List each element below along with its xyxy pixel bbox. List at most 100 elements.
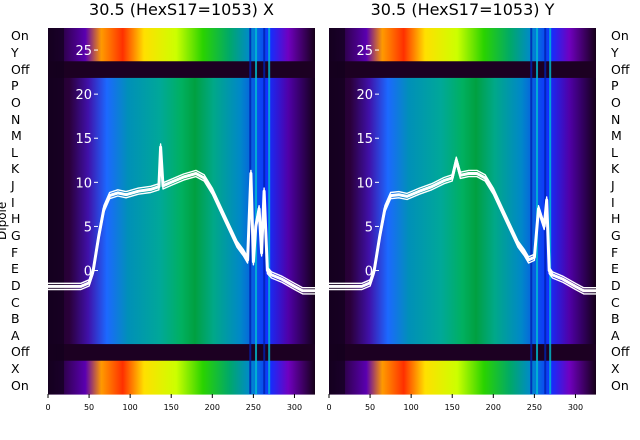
row-label: H (611, 211, 621, 227)
heatmap-row-x (48, 360, 315, 378)
heatmap-row-o (329, 94, 596, 112)
x-tick-label: 100 (404, 403, 419, 412)
heatmap-edge-band (337, 28, 346, 394)
row-label: L (611, 144, 618, 160)
heatmap-row-g (329, 227, 596, 245)
row-label: Off (611, 344, 630, 360)
x-tick-label: 300 (568, 403, 583, 412)
heatmap-row-e (48, 260, 315, 279)
heatmap-column-artifact (268, 28, 271, 394)
row-label: L (11, 144, 18, 160)
heatmap-edge-band (56, 28, 65, 394)
panel-title-x: 30.5 (HexS17=1053) X (89, 0, 274, 19)
x-tick-label: 250 (527, 403, 542, 412)
row-label: K (11, 161, 20, 177)
heatmap-row-n (329, 111, 596, 129)
x-tick-label: 150 (445, 403, 460, 412)
heatmap-row-l (48, 144, 315, 162)
overlay-line (48, 143, 315, 289)
heatmap-column-artifact (549, 28, 552, 394)
x-tick-label: 50 (365, 403, 375, 412)
heatmap-row-k (329, 161, 596, 179)
row-label: On (11, 377, 29, 393)
heatmap-row-y (48, 44, 315, 62)
y-tick-label: 5 (365, 220, 373, 235)
row-label: M (611, 128, 622, 144)
row-label: B (11, 311, 20, 327)
x-tick-label: 150 (164, 403, 179, 412)
y-tick-label: 0 (365, 265, 373, 280)
heatmap-row-k (48, 161, 315, 179)
row-label: N (611, 111, 621, 127)
x-tick-label: 0 (45, 403, 50, 412)
heatmap-row-n (48, 111, 315, 129)
row-label: M (11, 128, 22, 144)
heatmap-column-artifact (255, 28, 258, 394)
heatmap-row-d (329, 277, 596, 295)
row-label: A (11, 327, 20, 343)
x-tick-label: 200 (486, 403, 501, 412)
x-tick-label: 50 (84, 403, 94, 412)
row-label: Y (11, 44, 19, 60)
row-label: On (611, 28, 629, 44)
heatmap-row-on (329, 28, 596, 46)
heatmap-row-on (48, 28, 315, 46)
panel-title-y: 30.5 (HexS17=1053) Y (370, 0, 555, 19)
y-tick-label: 15 (356, 132, 373, 147)
row-label: C (11, 294, 20, 310)
y-tick-label: 20 (75, 88, 92, 103)
heatmap-edge-band (329, 28, 337, 394)
row-label: G (611, 227, 621, 243)
heatmap-row-p (329, 77, 596, 96)
row-label: D (611, 277, 621, 293)
y-tick-label: 10 (356, 176, 373, 191)
heatmap-row-off (329, 344, 596, 362)
heatmap-row-m (329, 127, 596, 146)
heatmap-row-h (329, 211, 596, 229)
heatmap-row-y (329, 44, 596, 62)
heatmap-row-a (48, 327, 315, 345)
row-label: I (11, 194, 15, 210)
row-label: B (611, 311, 620, 327)
heatmap-row-f (329, 244, 596, 262)
row-label: E (611, 261, 619, 277)
heatmap-row-d (48, 277, 315, 295)
row-label: X (611, 361, 620, 377)
y-tick-label: 5 (84, 220, 92, 235)
y-tick-label: 15 (75, 132, 92, 147)
y-tick-label: 20 (356, 88, 373, 103)
row-label: X (11, 361, 20, 377)
heatmap-row-p (48, 77, 315, 96)
row-label: J (11, 178, 15, 194)
row-label: Y (611, 44, 619, 60)
y-tick-label: 25 (75, 44, 92, 59)
row-label: E (11, 261, 19, 277)
row-label: Off (11, 344, 30, 360)
row-label: Off (611, 61, 630, 77)
heatmap-row-b (329, 310, 596, 329)
row-label: A (611, 327, 620, 343)
y-tick-label: 10 (75, 176, 92, 191)
heatmap-row-x (329, 360, 596, 378)
heatmap-row-b (48, 310, 315, 329)
row-label: Off (11, 61, 30, 77)
heatmap-row-on (329, 377, 596, 395)
x-tick-label: 250 (246, 403, 261, 412)
heatmap-row-on (48, 377, 315, 395)
row-label: C (611, 294, 620, 310)
heatmap-edge-band (48, 28, 56, 394)
row-label: K (611, 161, 620, 177)
row-label: F (11, 244, 19, 260)
row-label: J (611, 178, 615, 194)
row-label: H (11, 211, 21, 227)
heatmap-row-l (329, 144, 596, 162)
heatmap-row-e (329, 260, 596, 279)
row-label: On (11, 28, 29, 44)
heatmap-row-c (48, 294, 315, 312)
heatmap-row-off (48, 61, 315, 79)
heatmap-row-m (48, 127, 315, 146)
heatmap-row-j (329, 177, 596, 195)
